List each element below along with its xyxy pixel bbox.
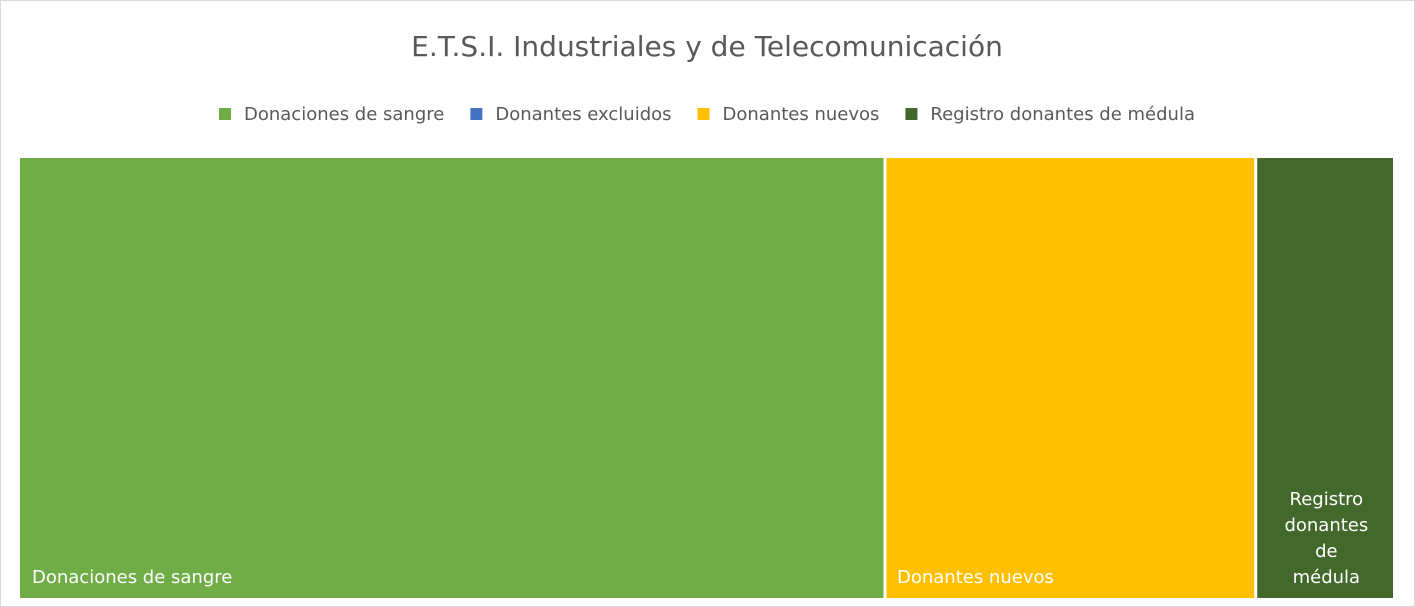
- legend-item: Donantes excluidos: [470, 104, 672, 125]
- legend-swatch: [905, 108, 918, 120]
- treemap-block: [1257, 158, 1393, 598]
- legend-swatch: [470, 108, 483, 120]
- block-label: Registro donantes de médula: [1284, 489, 1368, 588]
- chart-title: E.T.S.I. Industriales y de Telecomunicac…: [411, 30, 1003, 63]
- legend-label: Donaciones de sangre: [244, 104, 444, 125]
- block-label: Donaciones de sangre: [32, 567, 232, 588]
- legend-label: Donantes excluidos: [495, 104, 671, 125]
- treemap-block: [886, 158, 1255, 598]
- treemap-block: [20, 158, 884, 598]
- legend-swatch: [697, 108, 710, 120]
- legend-label: Donantes nuevos: [723, 104, 880, 125]
- legend-swatch: [218, 108, 231, 120]
- block-label: Donantes nuevos: [897, 567, 1054, 588]
- legend-item: Donaciones de sangre: [218, 104, 444, 125]
- legend-label: Registro donantes de médula: [930, 104, 1195, 125]
- legend-item: Registro donantes de médula: [905, 104, 1195, 125]
- legend-item: Donantes nuevos: [697, 104, 880, 125]
